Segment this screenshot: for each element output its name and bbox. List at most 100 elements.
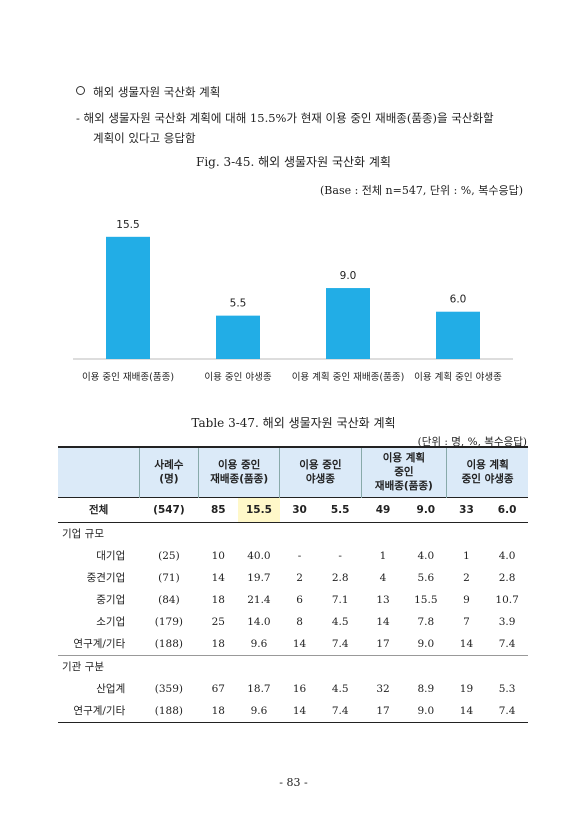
table-cell: 10.7: [495, 593, 519, 606]
table-cell: 4.5: [331, 615, 349, 628]
figure-caption: Fig. 3-45. 해외 생물자원 국산화 계획: [196, 155, 391, 169]
table-cell: 67: [211, 682, 225, 695]
table-cell: 18: [211, 637, 225, 650]
table-cell: 18: [211, 593, 225, 606]
x-tick-label: 이용 중인 야생종: [204, 372, 271, 383]
bar-chart: 15.5 이용 중인 재배종(품종) 5.5 이용 중인 야생종 9.0 이용 계획 중인…: [73, 219, 513, 383]
table-cell: 9.0: [404, 699, 447, 723]
table-cell: 21.4: [247, 593, 271, 606]
circle-bullet-icon: [76, 86, 85, 95]
table-cell: 19: [459, 682, 474, 695]
table-cell: 5.3: [498, 682, 516, 695]
table-cell: 17: [376, 637, 390, 650]
table-cell: (25): [158, 549, 180, 562]
table-cell: 7.4: [319, 699, 362, 723]
row-label: 연구계/기타: [58, 699, 140, 723]
table-cell: (179): [154, 615, 184, 628]
table-cell: 14: [459, 637, 474, 650]
table-cell: 6.0: [486, 496, 528, 523]
group-header-row: 기관 구분: [58, 654, 528, 678]
row-label: 중기업: [96, 594, 126, 606]
table-cell: 2.8: [498, 571, 516, 584]
table-cell: 7: [463, 615, 470, 628]
table-cell: 2.8: [331, 571, 349, 584]
table-cell: 3.9: [498, 615, 516, 628]
table-cell: 25: [211, 615, 225, 628]
row-label: 중견기업: [86, 572, 126, 584]
table-cell: 7.1: [331, 593, 349, 606]
table-row: 대기업 (25) 10 40.0 - - 1 4.0 1 4.0: [58, 545, 528, 567]
section-bullet: 해외 생물자원 국산화 계획: [76, 84, 220, 100]
bar-3: [326, 288, 370, 359]
total-label: 전체: [58, 496, 140, 523]
table-cell: 14: [292, 637, 307, 650]
table-row: 산업계 (359) 67 18.7 16 4.5 32 8.9 19 5.3: [58, 678, 528, 700]
bar-value-label: 5.5: [230, 298, 247, 310]
table-cell: 4: [379, 571, 387, 584]
total-row: 전체 (547) 85 15.5 30 5.5 49 9.0 33 6.0: [58, 496, 528, 523]
table-cell: 40.0: [247, 549, 271, 562]
row-label: 연구계/기타: [73, 638, 126, 650]
table-cell: 4.0: [417, 549, 435, 562]
table-caption: Table 3-47. 해외 생물자원 국산화 계획: [191, 416, 396, 430]
table-cell: 49: [361, 496, 405, 523]
table-row: 중견기업 (71) 14 19.7 2 2.8 4 5.6 2 2.8: [58, 567, 528, 589]
table-unit: (단위 : 명, %, 복수응답): [417, 436, 527, 448]
bar-1: [106, 236, 150, 359]
table-cell: 6: [296, 593, 303, 606]
table-cell: -: [297, 549, 302, 562]
table-cell: 4.5: [331, 682, 349, 695]
table-cell: 1: [463, 549, 470, 562]
table-cell: 14.0: [247, 615, 271, 628]
table-cell: 7.4: [498, 637, 516, 650]
table-cell: 2: [296, 571, 303, 584]
table-cell: 7.4: [486, 699, 528, 723]
table-cell: 9.0: [404, 496, 447, 523]
table-cell: 9.0: [417, 637, 435, 650]
table-cell: 15.5: [414, 593, 438, 606]
table-cell: 5.6: [417, 571, 435, 584]
x-tick-label: 이용 계획 중인 재배종(품종): [292, 371, 405, 383]
data-table: 사례수 (명) 이용 중인 재배종(품종) 이용 중인 야생종 이용 계획 중인 재배종(…: [58, 446, 528, 723]
x-tick-label: 이용 계획 중인 야생종: [414, 371, 502, 383]
table-cell: 14: [376, 615, 390, 628]
table-cell: 7.8: [417, 615, 435, 628]
table-cell: (359): [154, 682, 184, 695]
summary-line-1: - 해외 생물자원 국산화 계획에 대해 15.5%가 현재 이용 중인 재배종…: [76, 111, 494, 125]
table-cell: 18.7: [247, 682, 271, 695]
row-label: 소기업: [96, 616, 126, 628]
table-cell: 32: [376, 682, 390, 695]
table-cell: -: [338, 549, 342, 562]
table-cell: 5.5: [319, 496, 362, 523]
table-cell: 18: [198, 699, 239, 723]
bar-value-label: 6.0: [450, 294, 467, 306]
table-cell: (188): [154, 637, 184, 650]
table-cell: 7.4: [331, 637, 349, 650]
page-number: - 83 -: [279, 776, 308, 789]
table-cell: 85: [198, 496, 239, 523]
table-cell: 13: [376, 593, 390, 606]
row-label: 대기업: [96, 550, 126, 562]
table-row: 연구계/기타 (188) 18 9.6 14 7.4 17 9.0 14 7.4: [58, 633, 528, 656]
table-cell: (547): [139, 496, 199, 523]
table-cell: 14: [279, 699, 320, 723]
group-title: 기관 구분: [58, 654, 528, 678]
bar-value-label: 9.0: [340, 270, 357, 282]
row-label: 산업계: [96, 683, 126, 695]
table-cell: 8.9: [417, 682, 435, 695]
group-header-row: 기업 규모: [58, 522, 528, 545]
bar-value-label: 15.5: [116, 219, 139, 231]
table-cell: 4.0: [498, 549, 516, 562]
header-count: 사례수 (명): [138, 447, 199, 497]
table-cell: 14: [446, 699, 487, 723]
table-cell: 30: [279, 496, 320, 523]
summary-line-2: 계획이 있다고 응답함: [93, 131, 196, 145]
header-using-cultivar: 이용 중인 재배종(품종): [198, 447, 280, 497]
table-cell-highlight: 15.5: [238, 496, 280, 523]
header-planned-cultivar: 이용 계획 중인 재배종(품종): [360, 447, 447, 497]
summary-paragraph: - 해외 생물자원 국산화 계획에 대해 15.5%가 현재 이용 중인 재배종…: [76, 108, 536, 148]
table-cell: 2: [463, 571, 470, 584]
table-cell: 8: [296, 615, 303, 628]
table-cell: (71): [158, 571, 180, 584]
bar-2: [216, 315, 260, 359]
